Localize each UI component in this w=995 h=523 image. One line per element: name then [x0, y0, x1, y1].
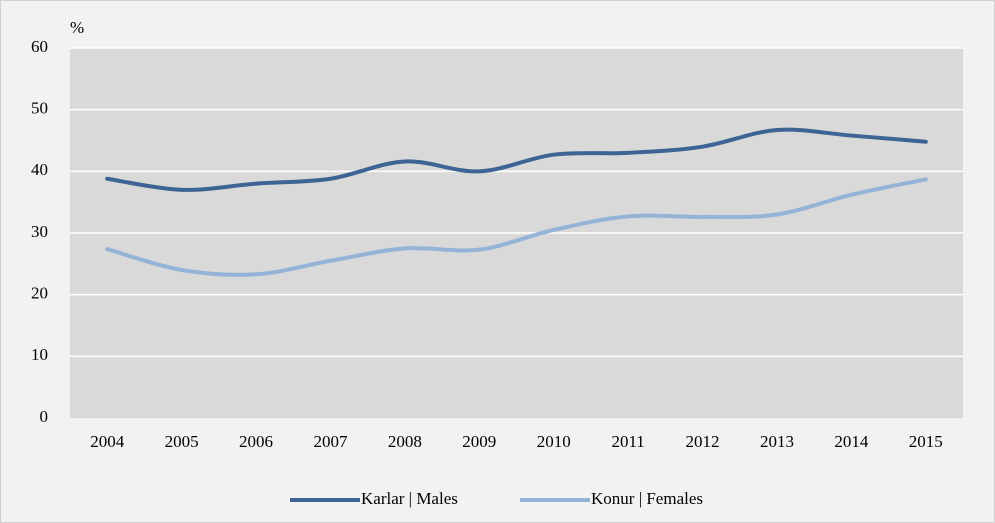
x-tick-label: 2008 [388, 432, 422, 451]
x-tick-label: 2004 [90, 432, 125, 451]
y-tick-label: 60 [31, 37, 48, 56]
y-tick-label: 20 [31, 284, 48, 303]
series-line [105, 177, 928, 277]
y-tick-label: 50 [31, 99, 48, 118]
x-tick-label: 2005 [165, 432, 199, 451]
y-axis-label: % [70, 18, 84, 37]
x-tick-label: 2010 [537, 432, 571, 451]
x-tick-label: 2013 [760, 432, 794, 451]
y-tick-label: 30 [31, 222, 48, 241]
x-tick-label: 2015 [909, 432, 943, 451]
legend-label: Karlar | Males [361, 489, 458, 508]
x-tick-label: 2012 [686, 432, 720, 451]
x-tick-label: 2006 [239, 432, 273, 451]
x-tick-label: 2007 [313, 432, 348, 451]
y-tick-label: 10 [31, 345, 48, 364]
legend-label: Konur | Females [591, 489, 703, 508]
x-tick-label: 2014 [834, 432, 869, 451]
series-line [105, 127, 928, 192]
y-tick-label: 40 [31, 160, 48, 179]
y-tick-label: 0 [40, 407, 49, 426]
x-tick-label: 2009 [462, 432, 496, 451]
x-tick-label: 2011 [611, 432, 644, 451]
